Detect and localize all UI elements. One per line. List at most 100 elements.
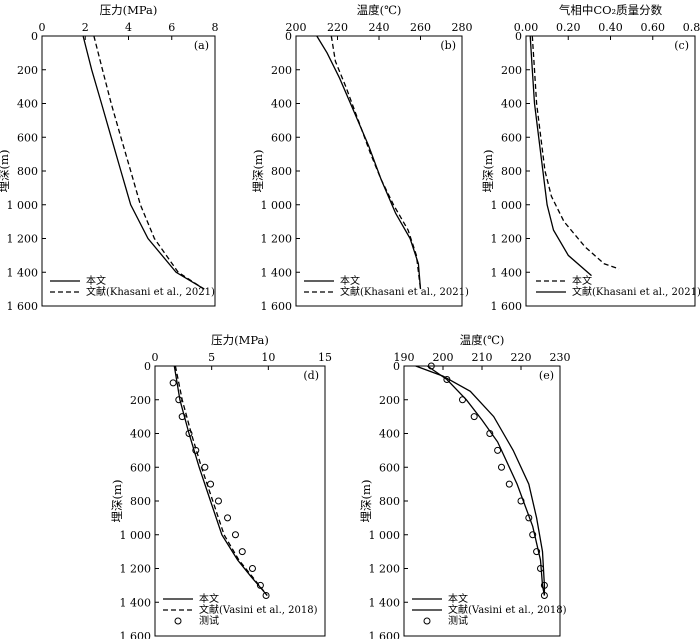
x-tick-label: 0.40 (598, 21, 623, 34)
y-tick-label: 0 (515, 30, 522, 43)
y-tick-label: 0 (31, 30, 38, 43)
x-tick-label: 190 (394, 351, 415, 364)
y-tick-label: 1 600 (369, 630, 401, 639)
legend-label: 本文 (199, 592, 219, 605)
x-axis-title: 气相中CO₂质量分数 (559, 3, 663, 17)
panel-label: (a) (194, 39, 209, 52)
y-tick-label: 1 200 (120, 563, 152, 576)
plot-frame (41, 35, 216, 307)
x-axis-title: 温度(℃) (460, 333, 505, 347)
y-tick-label: 0 (144, 360, 151, 373)
data-point-marker (533, 548, 541, 556)
y-tick-label: 400 (130, 428, 151, 441)
panel-label: (d) (303, 369, 319, 382)
x-tick-label: 8 (212, 21, 219, 34)
y-tick-label: 400 (501, 98, 522, 111)
data-point-marker (459, 396, 466, 404)
x-axis-title: 温度(℃) (357, 3, 402, 17)
data-point-marker (192, 446, 200, 454)
y-tick-label: 1 000 (120, 529, 152, 542)
data-point-marker (224, 514, 232, 522)
data-point-marker (175, 396, 183, 404)
y-tick-label: 0 (393, 360, 400, 373)
y-tick-label: 400 (271, 98, 292, 111)
panel-label: (c) (674, 39, 689, 52)
x-tick-label: 0.20 (556, 21, 581, 34)
x-tick-label: 15 (318, 351, 332, 364)
data-point-marker (231, 531, 239, 539)
data-point-marker (505, 480, 513, 488)
x-axis-title: 压力(MPa) (211, 333, 269, 347)
y-tick-label: 1 600 (261, 300, 293, 313)
legend-label: 文献(Khasani et al., 2021) (340, 285, 469, 298)
legend-label: 文献(Khasani et al., 2021) (86, 285, 215, 298)
y-tick-label: 800 (501, 165, 522, 178)
legend-label: 测试 (199, 614, 219, 627)
x-tick-label: 4 (125, 21, 132, 34)
x-tick-label: 220 (327, 21, 348, 34)
y-tick-label: 600 (501, 131, 522, 144)
y-tick-label: 1 200 (7, 233, 39, 246)
data-point-marker (486, 430, 494, 437)
legend-label: 本文 (572, 274, 592, 287)
data-point-marker (207, 480, 215, 488)
y-tick-label: 1 400 (369, 596, 401, 609)
legend-label: 本文 (86, 274, 106, 287)
x-tick-label: 0.80 (683, 21, 700, 34)
data-point-marker (525, 514, 533, 522)
data-point-marker (470, 413, 478, 421)
data-point-marker (214, 497, 222, 505)
y-tick-label: 1 000 (491, 199, 523, 212)
y-tick-label: 1 200 (491, 233, 523, 246)
y-tick-label: 200 (271, 64, 292, 77)
x-tick-label: 0 (39, 21, 46, 34)
chart-panel-e: 190 200 210 220 230 0 200 400 600 800 1 000 1 200 1 … (359, 333, 571, 639)
legend-label: 文献(Khasani et al., 2021) (572, 285, 700, 298)
y-tick-label: 600 (271, 131, 292, 144)
y-tick-label: 1 400 (491, 266, 523, 279)
y-tick-label: 200 (130, 394, 151, 407)
legend-marker (174, 617, 182, 625)
plot-frame (403, 365, 561, 637)
legend-marker (423, 617, 431, 625)
y-tick-label: 1 600 (7, 300, 39, 313)
x-tick-label: 10 (261, 351, 275, 364)
y-tick-label: 1 200 (261, 233, 293, 246)
y-tick-label: 1 000 (369, 529, 401, 542)
x-tick-label: 2 (82, 21, 89, 34)
legend-label: 测试 (448, 614, 468, 627)
x-tick-label: 0 (152, 351, 159, 364)
x-tick-label: 230 (550, 351, 571, 364)
y-tick-label: 800 (379, 495, 400, 508)
series-line-0 (173, 365, 268, 596)
x-tick-label: 260 (410, 21, 431, 34)
series-line-0 (316, 35, 422, 290)
data-point-marker (248, 565, 256, 572)
y-axis-title: 埋深(m) (251, 150, 265, 193)
plot-frame (295, 35, 463, 307)
y-axis-title: 埋深(m) (481, 150, 495, 193)
series-line-0 (415, 365, 546, 596)
y-tick-label: 1 200 (369, 563, 401, 576)
data-point-marker (169, 379, 177, 387)
series-line-1 (427, 365, 546, 596)
x-tick-label: 210 (472, 351, 493, 364)
legend-label: 文献(Vasini et al., 2018) (199, 603, 318, 616)
y-tick-label: 1 400 (120, 596, 152, 609)
series-line-0 (531, 35, 620, 270)
x-tick-label: 0.00 (514, 21, 539, 34)
y-tick-label: 1 400 (261, 266, 293, 279)
series-line-1 (529, 35, 592, 277)
data-point-marker (238, 548, 246, 556)
data-point-marker (443, 376, 451, 383)
data-point-marker (529, 531, 537, 539)
chart-panel-a: 0 2 4 6 8 0 200 400 600 800 1 000 1 200 1 400 1 600 压力… (0, 3, 219, 313)
x-tick-label: 240 (369, 21, 390, 34)
panel-label: (b) (440, 39, 456, 52)
data-point-marker (178, 413, 186, 421)
series-line-1 (174, 365, 268, 596)
y-tick-label: 800 (17, 165, 38, 178)
x-tick-label: 0.60 (641, 21, 666, 34)
